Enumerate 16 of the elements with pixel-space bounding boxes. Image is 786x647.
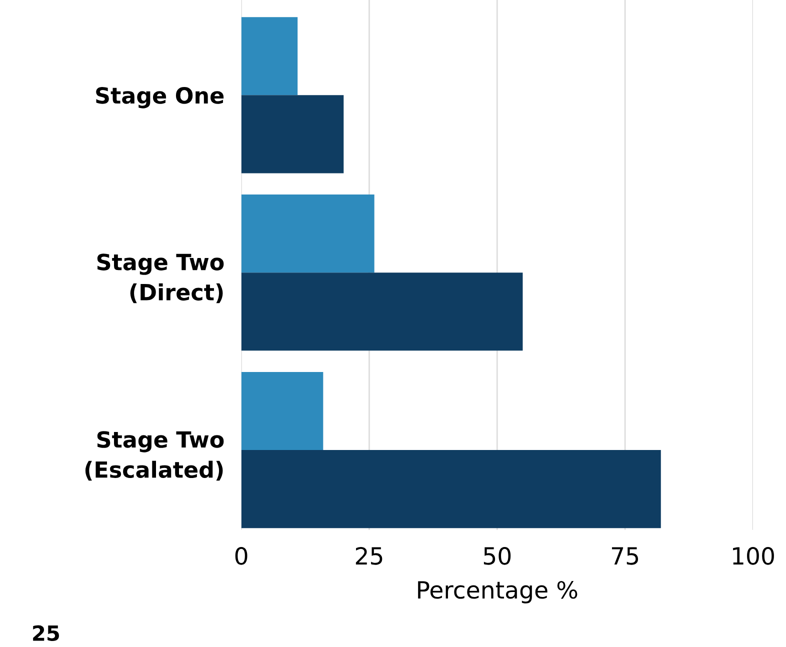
x-tick-label: 25: [356, 546, 382, 565]
bar: [241, 372, 324, 450]
x-tick-label: 75: [612, 547, 638, 565]
bar: [241, 194, 374, 273]
y-tick-label: Stage Two (Escalated): [85, 431, 224, 481]
y-tick-label: Stage One: [96, 87, 224, 108]
bar: [241, 95, 344, 174]
bar: [241, 272, 523, 351]
x-axis-title: Percentage %: [418, 580, 578, 604]
x-tick-label: 0: [235, 546, 248, 565]
x-tick-label: 50: [484, 546, 511, 565]
text: 25: [33, 625, 59, 642]
bar: [241, 450, 661, 528]
x-tick-label: 100: [733, 546, 774, 565]
y-tick-label: Stage Two (Direct): [97, 254, 224, 304]
bar: [241, 17, 298, 96]
